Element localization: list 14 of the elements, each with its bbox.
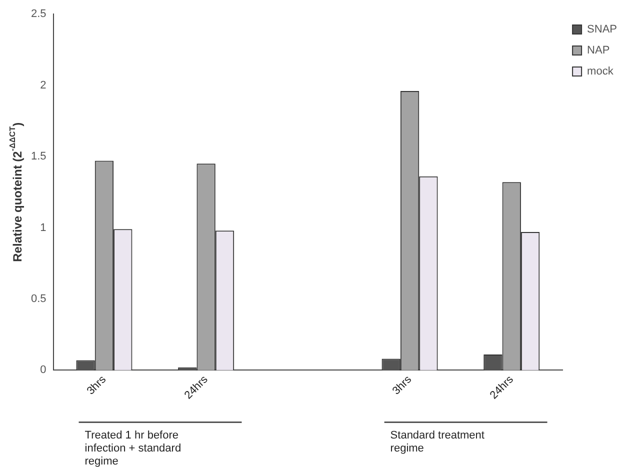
y-tick-label: 0 <box>40 364 46 376</box>
legend-label: NAP <box>587 44 610 57</box>
y-tick-label: 1.5 <box>30 150 46 163</box>
y-tick-label: 1 <box>40 222 46 234</box>
text: Standard treatment regime <box>390 430 484 455</box>
x-tick-label: 3hrs <box>84 373 109 398</box>
y-tick-label: 2 <box>40 79 46 92</box>
text: Treated 1 hr before infection + standard regime <box>84 430 182 467</box>
x-tick-label: 3hrs <box>390 373 414 398</box>
y-axis-title: Relative quoteint (2-ΔΔCT) <box>8 122 24 262</box>
legend-label: SNAP <box>587 24 618 36</box>
legend-label: mock <box>587 66 614 78</box>
y-tick-label: 2.5 <box>30 8 46 20</box>
y-tick-label: 0.5 <box>30 293 46 305</box>
